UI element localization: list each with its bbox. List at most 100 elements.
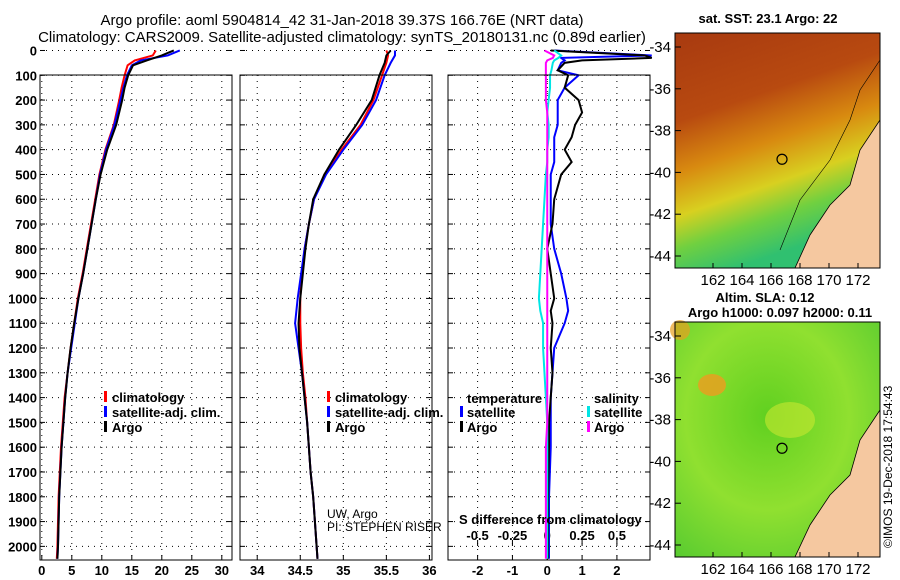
y-tick-label: 1600 [8,440,37,455]
credit-line-1: UW, Argo [327,507,378,521]
sst-map-axes: -34 -36 -38 -40 -42 -44 162 164 166 168 170 172 [649,39,870,289]
sst-map-title: sat. SST: 23.1 Argo: 22 [699,11,838,26]
legend-swatch-satellite [327,406,330,417]
y-tick-label: 1800 [8,490,37,505]
x-tick-label: 36 [422,563,436,578]
copyright-timestamp: ©IMOS 19-Dec-2018 17:54:43 [881,385,895,548]
y-tick-label: 200 [15,93,37,108]
plot-frame [239,74,433,561]
lon-tick-label: 172 [845,561,870,578]
profile-location-marker [776,153,788,165]
sla-map-axes: -34 -36 -38 -40 -42 -44 162 164 166 168 170 172 [649,328,870,578]
bathymetry-contour [779,59,881,251]
series-satellite-adj-clim- [294,50,396,559]
x2-tick-label: 0.25 [569,528,594,543]
lat-tick-label: -36 [649,81,671,98]
x-tick-label: 0 [38,563,45,578]
profile-panel-2: 34 34.5 35 35.5 36 salinity [239,49,437,580]
lat-tick-label: -40 [649,164,671,181]
sla-map-frame [674,321,881,558]
x-axis-label: T difference from climatology [458,578,641,580]
title-line-1: Argo profile: aoml 5904814_42 31-Jan-201… [100,12,583,29]
x-tick-label: 20 [155,563,169,578]
series-argo [56,49,175,559]
legend-climatology: climatology [335,390,408,405]
series-temperature-argo [546,49,653,559]
x-tick-label: 35.5 [374,563,399,578]
y-tick-label: 600 [15,192,37,207]
lat-tick-label: -38 [649,123,671,140]
y-tick-label: 0 [30,43,37,58]
legend-swatch-s-satellite [587,406,590,417]
x-tick-label: 5 [68,563,75,578]
lon-tick-label: 162 [700,272,725,289]
lon-tick-label: 164 [729,272,754,289]
series-salinity-satellite [537,49,563,559]
legend-satellite-adj: satellite-adj. clim. [335,405,443,420]
y-tick-label: 1400 [8,391,37,406]
profile-panel-1: 0100200300400500600700800900100011001200… [8,43,233,580]
legend-swatch-satellite [104,406,107,417]
y-tick-label: 800 [15,242,37,257]
salinity-legend: climatology satellite-adj. clim. Argo [327,390,443,435]
x-tick-label: 34 [250,563,265,578]
x-tick-label: 10 [95,563,109,578]
lat-tick-label: -44 [649,537,671,554]
legend-swatch-s-argo [587,421,590,432]
temperature-legend: climatology satellite-adj. clim. Argo [104,390,220,435]
x-tick-label: 0 [544,563,551,578]
profile-panel-3: -2 -1 0 1 2T difference from climatology -0.5… [447,49,653,580]
sla-anomaly [765,402,815,438]
x-tick-label: 30 [215,563,229,578]
y-tick-label: 1000 [8,291,37,306]
y-tick-label: 100 [15,68,37,83]
legend-satellite-adj: satellite-adj. clim. [112,405,220,420]
profile-location-marker [776,442,788,454]
lon-tick-label: 170 [816,561,841,578]
series-satellite-adj-clim- [56,49,181,559]
plot-frame [39,74,233,561]
series-climatology [55,49,157,559]
x-axis-label: salinity [314,578,360,580]
y-tick-label: 1300 [8,366,37,381]
legend-argo: Argo [112,420,142,435]
s-difference-axis-label: S difference from climatology [459,512,643,527]
y-tick-label: 1900 [8,515,37,530]
lon-tick-label: 168 [787,561,812,578]
y-tick-label: 1100 [9,316,37,331]
x-tick-label: 1 [578,563,585,578]
legend-t-satellite: satellite [467,405,515,420]
y-tick-label: 500 [15,167,37,182]
title-line-2: Climatology: CARS2009. Satellite-adjuste… [38,29,646,46]
lat-tick-label: -36 [649,370,671,387]
sla-map: Altim. SLA: 0.12 Argo h1000: 0.097 h2000… [670,290,881,558]
lon-tick-label: 164 [729,561,754,578]
legend-swatch-t-argo [460,421,463,432]
sla-map-title-1: Altim. SLA: 0.12 [716,290,815,305]
lat-tick-label: -38 [649,412,671,429]
lat-tick-label: -40 [649,453,671,470]
credit-line-2: PI: STEPHEN RISER [327,520,442,534]
x2-tick-label: -0.25 [498,528,528,543]
y-tick-label: 1700 [8,465,37,480]
difference-legend: temperature satellite Argo salinity sate… [460,391,642,435]
lat-tick-label: -42 [649,495,671,512]
legend-argo: Argo [335,420,365,435]
lon-tick-label: 166 [758,561,783,578]
y-tick-label: 2000 [8,539,37,554]
sla-anomaly [670,320,690,340]
series-climatology [299,50,390,559]
lat-tick-label: -34 [649,328,671,345]
lat-tick-label: -44 [649,248,671,265]
legend-salinity-title: salinity [594,391,640,406]
y-tick-label: 1500 [8,415,37,430]
x2-tick-label: 0.5 [608,528,626,543]
legend-swatch-climatology [104,391,107,402]
lon-tick-label: 170 [816,272,841,289]
y-tick-label: 400 [15,143,37,158]
legend-swatch-argo [327,421,330,432]
legend-swatch-climatology [327,391,330,402]
sla-map-title-2: Argo h1000: 0.097 h2000: 0.11 [688,305,872,320]
legend-swatch-t-satellite [460,406,463,417]
